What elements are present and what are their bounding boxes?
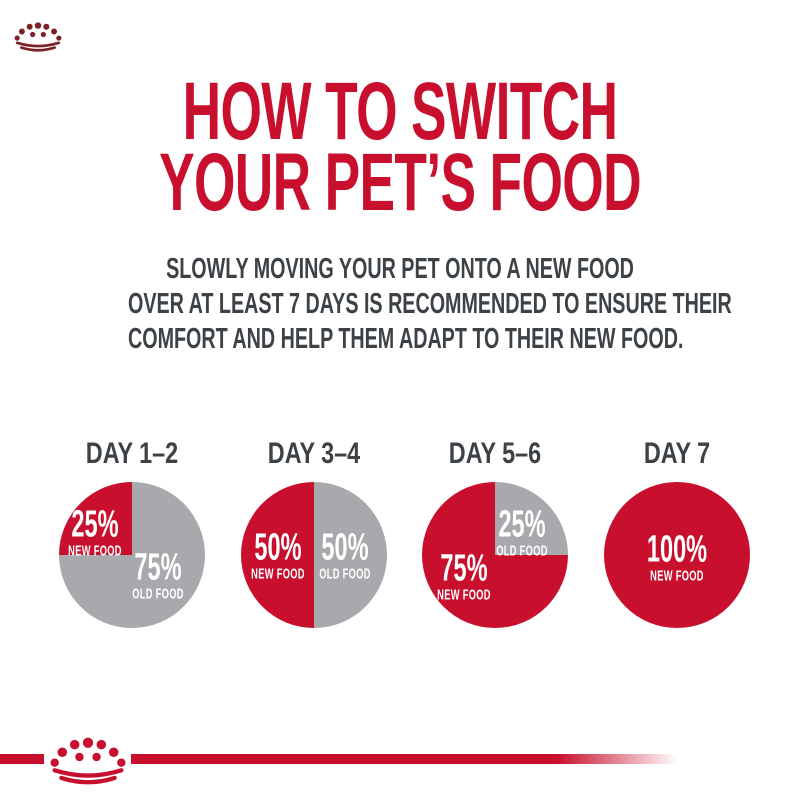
subtitle-line-1: SLOWLY MOVING YOUR PET ONTO A NEW FOOD <box>166 253 634 285</box>
day-label-1-2: DAY 1–2 <box>85 437 179 470</box>
segment-label-new-food: 50% NEW FOOD <box>251 526 305 583</box>
segment-label-old-food: 50% OLD FOOD <box>319 526 371 583</box>
day-label-3-4: DAY 3–4 <box>267 437 361 470</box>
footer-line-right <box>131 754 678 764</box>
segment-label-new-food: 75% NEW FOOD <box>437 547 491 604</box>
segment-percent: 25% <box>71 503 119 546</box>
subtitle-line-2: OVER AT LEAST 7 DAYS IS RECOMMENDED TO E… <box>128 288 732 320</box>
segment-label-old-food: 75% OLD FOOD <box>132 546 184 603</box>
segment-name: NEW FOOD <box>68 542 122 560</box>
segment-label-new-food: 100% NEW FOOD <box>646 528 708 585</box>
segment-name: OLD FOOD <box>319 565 371 583</box>
pie-group-day-1-2: DAY 1–2 25% NEW FOOD 75% OLD FOOD <box>41 437 223 628</box>
pie-chart-day-3-4: 50% NEW FOOD 50% OLD FOOD <box>241 482 387 628</box>
segment-name: NEW FOOD <box>437 586 491 604</box>
segment-label-old-food: 25% OLD FOOD <box>496 503 548 560</box>
segment-percent: 75% <box>134 546 182 589</box>
segment-name: OLD FOOD <box>496 542 548 560</box>
segment-percent: 50% <box>321 526 369 569</box>
segment-percent: 75% <box>440 547 488 590</box>
page-title: HOW TO SWITCH YOUR PET’S FOOD <box>0 66 800 228</box>
day-label-5-6: DAY 5–6 <box>448 437 542 470</box>
royal-canin-crown-icon-top <box>14 22 62 52</box>
title-line-1: HOW TO SWITCH <box>182 66 618 157</box>
day-label-7: DAY 7 <box>643 437 711 470</box>
pie-group-day-5-6: DAY 5–6 25% OLD FOOD 75% NEW FOOD <box>404 437 586 628</box>
title-line-2: YOUR PET’S FOOD <box>159 137 642 228</box>
pie-group-day-7: DAY 7 100% NEW FOOD <box>586 437 768 628</box>
pie-group-day-3-4: DAY 3–4 50% NEW FOOD 50% OLD FOOD <box>223 437 405 628</box>
subtitle-line-3: COMFORT AND HELP THEM ADAPT TO THEIR NEW… <box>128 323 684 355</box>
pie-chart-day-1-2: 25% NEW FOOD 75% OLD FOOD <box>59 482 205 628</box>
segment-name: NEW FOOD <box>650 567 704 585</box>
segment-percent: 50% <box>254 526 302 569</box>
subtitle: SLOWLY MOVING YOUR PET ONTO A NEW FOOD O… <box>0 252 800 357</box>
pie-chart-day-5-6: 25% OLD FOOD 75% NEW FOOD <box>422 482 568 628</box>
segment-name: NEW FOOD <box>251 565 305 583</box>
segment-percent: 100% <box>646 528 708 571</box>
royal-canin-crown-icon-bottom <box>50 737 126 785</box>
segment-percent: 25% <box>498 503 546 546</box>
segment-label-new-food: 25% NEW FOOD <box>68 503 122 560</box>
segment-name: OLD FOOD <box>132 585 184 603</box>
pie-chart-day-7: 100% NEW FOOD <box>604 482 750 628</box>
footer-line-left <box>0 754 44 764</box>
